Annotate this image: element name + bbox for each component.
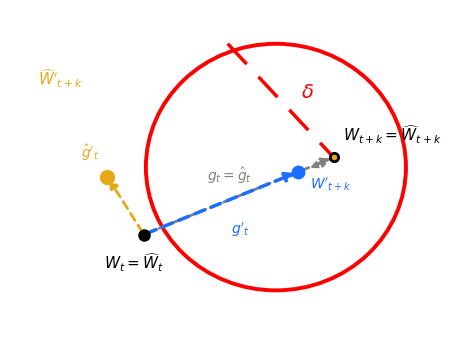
Text: $W_t = \widehat{W}_t$: $W_t = \widehat{W}_t$	[104, 252, 164, 274]
Text: $g_t = \hat{g}_t$: $g_t = \hat{g}_t$	[206, 166, 251, 186]
Text: $g'_t$: $g'_t$	[231, 220, 249, 239]
Text: $\delta$: $\delta$	[300, 83, 313, 102]
Text: $W'_{t+k}$: $W'_{t+k}$	[309, 176, 350, 193]
Text: $\widehat{W}'_{t+k}$: $\widehat{W}'_{t+k}$	[38, 68, 82, 91]
Text: $W_{t+k} = \widehat{W}_{t+k}$: $W_{t+k} = \widehat{W}_{t+k}$	[343, 123, 441, 146]
Text: $\hat{g}'_t$: $\hat{g}'_t$	[81, 143, 100, 163]
